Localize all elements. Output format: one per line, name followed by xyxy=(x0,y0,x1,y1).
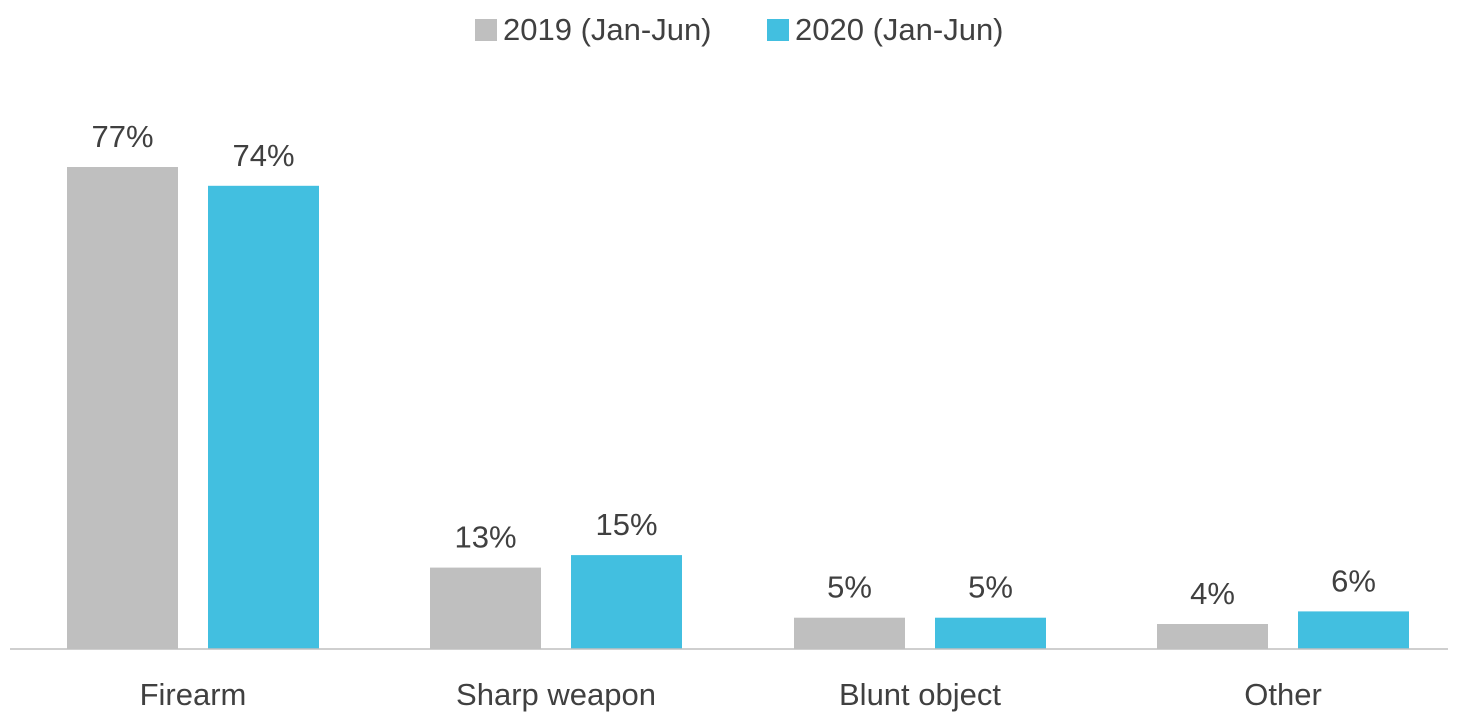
data-label-firearm-2019-jan-jun: 77% xyxy=(91,119,153,154)
category-label-blunt-object: Blunt object xyxy=(839,677,1001,712)
bar-blunt-object-2019-jan-jun xyxy=(794,617,905,649)
data-label-sharp-weapon-2019-jan-jun: 13% xyxy=(454,520,516,555)
data-label-blunt-object-2020-jan-jun: 5% xyxy=(968,570,1013,605)
data-label-blunt-object-2019-jan-jun: 5% xyxy=(827,570,872,605)
data-label-sharp-weapon-2020-jan-jun: 15% xyxy=(595,507,657,542)
bars-group xyxy=(67,167,1409,650)
data-labels-group: 77% 74% 13% 15% 5% 5% 4% 6% xyxy=(91,119,1375,611)
data-label-firearm-2020-jan-jun: 74% xyxy=(232,138,294,173)
bar-firearm-2019-jan-jun xyxy=(67,167,178,649)
category-label-sharp-weapon: Sharp weapon xyxy=(456,677,656,712)
legend-label-2019: 2019 (Jan-Jun) xyxy=(503,12,712,47)
bar-other-2019-jan-jun xyxy=(1157,624,1268,649)
category-label-firearm: Firearm xyxy=(140,677,247,712)
legend-swatch-2020 xyxy=(767,19,789,41)
bar-blunt-object-2020-jan-jun xyxy=(935,617,1046,649)
data-label-other-2020-jan-jun: 6% xyxy=(1331,563,1376,598)
data-label-other-2019-jan-jun: 4% xyxy=(1190,576,1235,611)
bar-sharp-weapon-2020-jan-jun xyxy=(571,555,682,649)
bar-other-2020-jan-jun xyxy=(1298,611,1409,649)
legend: 2019 (Jan-Jun) 2020 (Jan-Jun) xyxy=(475,12,1004,47)
legend-swatch-2019 xyxy=(475,19,497,41)
bar-sharp-weapon-2019-jan-jun xyxy=(430,567,541,649)
category-labels-group: Firearm Sharp weapon Blunt object Other xyxy=(140,677,1322,712)
legend-label-2020: 2020 (Jan-Jun) xyxy=(795,12,1004,47)
category-label-other: Other xyxy=(1244,677,1322,712)
bar-firearm-2020-jan-jun xyxy=(208,185,319,650)
